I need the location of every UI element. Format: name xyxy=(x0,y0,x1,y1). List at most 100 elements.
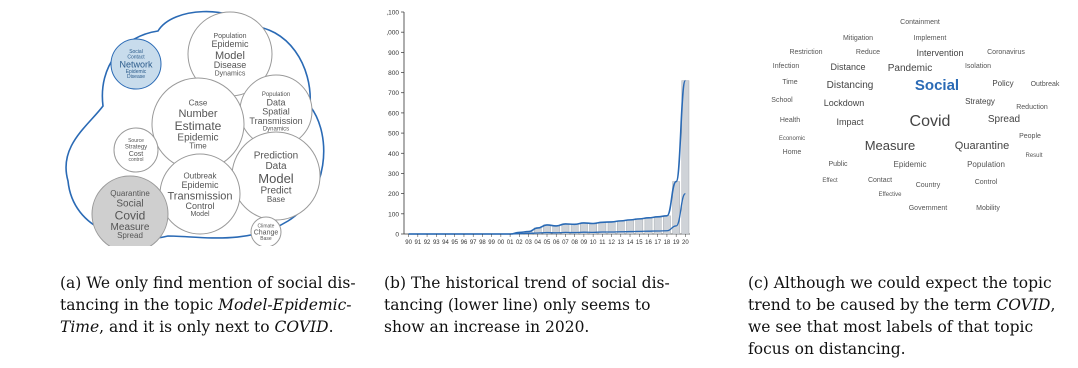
bubble-word: Climate xyxy=(258,223,275,229)
caption-b-line2: tancing (lower line) only seems to xyxy=(384,296,651,314)
caption-a: (a) We only find mention of social dis- … xyxy=(60,272,380,338)
bubble-word: Epidemic xyxy=(177,132,218,143)
word-cloud-term: Outbreak xyxy=(1031,81,1060,88)
bubble-word: Transmission xyxy=(168,190,233,202)
word-cloud-term: Measure xyxy=(865,138,916,153)
bubble-word: Measure xyxy=(111,222,150,233)
topic-bubble[interactable] xyxy=(91,175,169,246)
caption-a-covid: COVID xyxy=(274,318,329,336)
bubble-word: Model xyxy=(190,211,210,218)
bubble-word: Dynamics xyxy=(215,71,246,78)
y-tick-label: 500 xyxy=(388,131,399,138)
word-cloud-term: Population xyxy=(967,160,1005,169)
caption-c-line3: we see that most labels of that topic xyxy=(748,318,1034,336)
bubble-word: Time xyxy=(189,142,207,151)
x-tick-label: 10 xyxy=(590,240,597,246)
caption-b-line1: (b) The historical trend of social dis- xyxy=(384,274,670,292)
bubble-word: Model xyxy=(215,50,245,62)
topic-bubble[interactable] xyxy=(110,38,162,90)
x-tick-label: 94 xyxy=(442,240,449,246)
word-cloud-term: Quarantine xyxy=(955,140,1009,152)
caption-a-topic: Model-Epidemic- xyxy=(218,296,352,314)
word-cloud-term: Isolation xyxy=(965,63,991,70)
y-tick-label: 700 xyxy=(388,90,399,97)
series-line xyxy=(408,79,687,235)
caption-b: (b) The historical trend of social dis- … xyxy=(384,272,704,338)
bubble-word: Contact xyxy=(127,54,145,60)
word-cloud-term: Mobility xyxy=(976,205,1000,212)
x-tick-label: 13 xyxy=(617,240,624,246)
bubble-word: Estimate xyxy=(175,119,222,133)
word-cloud-term: Country xyxy=(916,182,941,189)
x-tick-label: 98 xyxy=(479,240,486,246)
word-cloud: Containment Mitigation Implement Restrictio… xyxy=(771,19,1060,212)
bubble-word: Spread xyxy=(117,231,143,240)
bubble-word: Change xyxy=(254,230,279,237)
caption-a-topic-end: Time xyxy=(60,318,100,336)
word-cloud-term: Spread xyxy=(988,114,1020,125)
bubble-word: Spatial xyxy=(262,107,290,117)
y-tick-label: 0 xyxy=(395,232,399,239)
bubble-word: Epidemic xyxy=(126,69,147,75)
word-cloud-term: Implement xyxy=(914,35,947,42)
word-cloud-term: Health xyxy=(780,117,800,124)
bubble-word: Disease xyxy=(214,60,247,70)
x-tick-label: 17 xyxy=(654,240,661,246)
word-cloud-term: People xyxy=(1019,133,1041,140)
word-cloud-term: Control xyxy=(975,179,998,186)
word-cloud-term: Reduction xyxy=(1016,104,1048,111)
x-tick-label: 92 xyxy=(424,240,431,246)
bubble-word: Epidemic xyxy=(181,180,219,190)
topic-bubble[interactable] xyxy=(250,216,282,246)
word-cloud-term: Intervention xyxy=(916,48,963,58)
word-cloud-term: Economic xyxy=(779,136,805,142)
bubble-word: Transmission xyxy=(249,116,302,126)
bubble-word: Model xyxy=(258,171,294,186)
bubble-word: control xyxy=(128,157,143,163)
bubble-word: Social xyxy=(116,199,143,210)
word-cloud-term: Mitigation xyxy=(843,35,873,42)
caption-c-covid: COVID xyxy=(996,296,1051,314)
y-tick-label: 800 xyxy=(388,70,399,77)
x-tick-label: 11 xyxy=(599,240,606,246)
word-cloud-term: Distancing xyxy=(827,80,874,91)
word-cloud-term: Coronavirus xyxy=(987,49,1025,56)
x-tick-label: 08 xyxy=(571,240,578,246)
bubble-word: Network xyxy=(119,60,153,70)
x-tick-label: 03 xyxy=(525,240,532,246)
x-tick-label: 04 xyxy=(534,240,541,246)
x-tick-label: 00 xyxy=(498,240,505,246)
bubble-word: Social xyxy=(129,49,143,55)
word-cloud-term: Policy xyxy=(992,79,1013,88)
word-cloud-term: Containment xyxy=(900,19,940,26)
x-tick-label: 16 xyxy=(645,240,652,246)
y-tick-label: 900 xyxy=(388,50,399,57)
bubble-word: Cost xyxy=(129,151,143,158)
word-cloud-term: Contact xyxy=(868,177,892,184)
bubble-word: Epidemic xyxy=(211,39,249,49)
x-tick-label: 90 xyxy=(405,240,412,246)
word-cloud-term: Effect xyxy=(822,178,838,184)
x-tick-label: 91 xyxy=(414,240,421,246)
x-tick-label: 95 xyxy=(451,240,458,246)
bubble-word: Covid xyxy=(115,208,146,222)
topic-bubble[interactable] xyxy=(113,127,159,173)
caption-c-text: trend to be caused by the term xyxy=(748,296,997,314)
caption-c-comma: , xyxy=(1050,296,1056,314)
word-cloud-term: Impact xyxy=(836,117,864,127)
y-tick-label: ,000 xyxy=(386,30,399,37)
caption-c-line1: (c) Although we could expect the topic xyxy=(748,274,1052,292)
y-tick-label: 300 xyxy=(388,171,399,178)
caption-a-text2: , and it is only next to xyxy=(99,318,275,336)
caption-c-line4: focus on distancing. xyxy=(748,340,906,358)
bubble-word: Predict xyxy=(260,185,291,196)
bubble-word: Number xyxy=(178,108,217,120)
caption-a-line1: (a) We only find mention of social dis- xyxy=(60,274,356,292)
x-tick-label: 15 xyxy=(636,240,643,246)
word-cloud-term: Home xyxy=(783,149,802,156)
bubble-word: Population xyxy=(213,33,246,40)
bubble-word: Control xyxy=(185,201,214,211)
x-tick-label: 19 xyxy=(673,240,680,246)
x-tick-label: 06 xyxy=(553,240,560,246)
